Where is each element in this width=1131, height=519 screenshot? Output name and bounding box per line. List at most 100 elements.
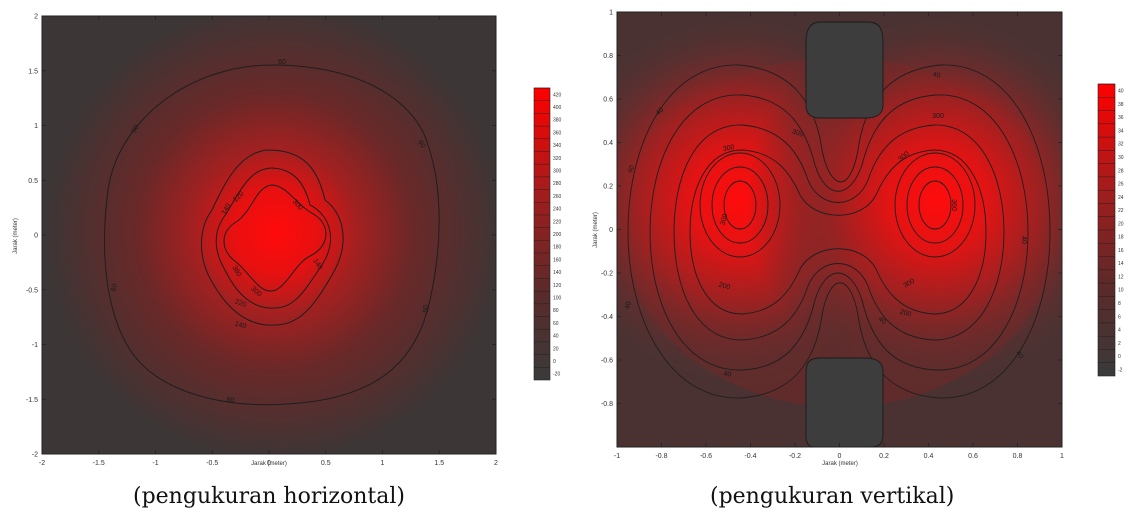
colorbar-tick-label: 320 (553, 156, 562, 162)
contour-label: 360 (950, 199, 957, 211)
colorbar-tick-label: 18 (1118, 235, 1124, 241)
chart-horizontal: -2 -1.5 -1 -0.5 0 0.5 1 1.5 2 2 1.5 1 0.5 0 -0.5 -1 -1.… (13, 14, 562, 468)
colorbar-tick-label: 16 (1118, 248, 1124, 254)
contour-label: 200 (718, 282, 731, 292)
contour-label: 140 (311, 257, 323, 271)
contour-label: 40 (627, 165, 636, 175)
contour-lines (104, 64, 440, 406)
x-tick-labels: -2 -1.5 -1 -0.5 0 0.5 1 1.5 2 (39, 460, 498, 467)
x-tick-label: -1.5 (93, 460, 105, 467)
colorbar-tick-label: 22 (1118, 208, 1124, 214)
colorbar-tick-label: 6 (1118, 314, 1121, 320)
y-tick-label: 0 (609, 227, 613, 234)
colorbar-tick-label: 0 (1118, 354, 1121, 360)
colorbar-tick-label: 40 (1118, 89, 1124, 95)
y-tick-labels: 2 1.5 1 0.5 0 -0.5 -1 -1.5 -2 (26, 14, 38, 459)
chart-vertical: -1 -0.8 -0.6 -0.4 -0.2 0 0.2 0.4 0.6 0.8 1 1 0.8 0.6… (593, 10, 1124, 468)
x-tick-label: 0 (838, 453, 842, 460)
y-tick-label: -0.2 (601, 271, 613, 278)
x-tick-label: 1 (1060, 453, 1064, 460)
contour-label: 140 (221, 202, 233, 216)
y-tick-label: -0.8 (601, 401, 613, 408)
x-axis-label: Jarak (meter) (251, 461, 287, 467)
contour-label: 40 (624, 301, 633, 310)
y-tick-label: -0.5 (26, 287, 38, 294)
x-tick-label: -1 (152, 460, 158, 467)
y-tick-label: 1.5 (28, 68, 38, 75)
contour-lines (627, 64, 1051, 399)
contour-label: 40 (1020, 236, 1027, 244)
colorbar (533, 87, 551, 381)
contour-label: 40 (655, 107, 666, 117)
y-tick-label: -1.5 (26, 397, 38, 404)
contour-label: 300 (791, 128, 804, 139)
colorbar-tick-label: 280 (553, 181, 562, 187)
colorbar-tick-label: -20 (553, 372, 560, 378)
y-tick-label: -2 (32, 452, 38, 459)
y-axis-label: Jarak (meter) (593, 212, 599, 248)
x-axis-label: Jarak (meter) (822, 461, 858, 467)
contour-label: 60 (416, 139, 426, 149)
colorbar-tick-label: 8 (1118, 301, 1121, 307)
colorbar-tick-label: 26 (1118, 182, 1124, 188)
low-region-top (805, 21, 884, 119)
x-tick-label: 1.5 (434, 460, 444, 467)
y-tick-label: 0 (34, 233, 38, 240)
colorbar-tick-label: 20 (553, 346, 559, 352)
y-tick-label: -0.6 (601, 358, 613, 365)
x-tick-label: 1 (381, 460, 385, 467)
contour-label: 60 (226, 396, 235, 404)
contour-label: 60 (423, 305, 431, 313)
x-tick-label: 0.2 (879, 453, 889, 460)
x-tick-label: 0.8 (1013, 453, 1023, 460)
contour-label: 60 (110, 283, 118, 292)
x-tick-label: -1 (614, 453, 620, 460)
contour-label: 60 (278, 59, 286, 66)
colorbar-tick-label: 38 (1118, 102, 1124, 108)
colorbar-tick-label: 260 (553, 194, 562, 200)
y-tick-label: 0.2 (603, 184, 613, 191)
contour-label: 40 (932, 71, 941, 80)
contour-label: 220 (234, 298, 247, 309)
y-tick-label: 1 (34, 123, 38, 130)
x-tick-label: -2 (39, 460, 45, 467)
y-tick-label: 2 (34, 14, 38, 21)
colorbar-tick-label: 32 (1118, 142, 1124, 148)
y-tick-label: 0.4 (603, 140, 613, 147)
y-tick-labels: 1 0.8 0.6 0.4 0.2 0 -0.2 -0.4 -0.6 -0.8 (601, 10, 613, 409)
x-tick-label: 2 (494, 460, 498, 467)
colorbar-tick-label: 10 (1118, 288, 1124, 294)
x-tick-label: 0.4 (924, 453, 934, 460)
colorbar-tick-label: 300 (553, 169, 562, 175)
tick-marks (41, 15, 497, 455)
colorbar-tick-label: 12 (1118, 274, 1124, 280)
low-region-bottom (805, 357, 884, 448)
colorbar-tick-label: 120 (553, 283, 562, 289)
x-tick-label: -0.6 (700, 453, 712, 460)
colorbar-tick-label: 14 (1118, 261, 1124, 267)
colorbar-tick-label: 36 (1118, 115, 1124, 121)
x-tick-label: -0.4 (744, 453, 756, 460)
colorbar-tick-label: 340 (553, 143, 562, 149)
contour-label: 300 (720, 213, 730, 226)
y-tick-label: 0.6 (603, 97, 613, 104)
colorbar-tick-label: 140 (553, 270, 562, 276)
colorbar-tick-label: 400 (553, 105, 562, 111)
x-tick-label: 0 (267, 460, 271, 467)
colorbar-tick-label: 100 (553, 295, 562, 301)
colorbar-tick-label: 2 (1118, 341, 1121, 347)
colorbar-tick-label: 4 (1118, 328, 1121, 334)
colorbar-tick-label: 0 (553, 359, 556, 365)
colorbar-tick-label: 34 (1118, 128, 1124, 134)
contour-label: 300 (722, 144, 735, 153)
y-axis-label: Jarak (meter) (13, 218, 19, 254)
contour-label: 40 (723, 370, 732, 378)
y-tick-label: 0.5 (28, 178, 38, 185)
x-tick-label: -0.8 (655, 453, 667, 460)
colorbar-tick-label: -2 (1118, 367, 1123, 373)
colorbar-tick-label: 200 (553, 232, 562, 238)
contour-label: 60 (131, 124, 141, 134)
x-tick-label: 0.5 (321, 460, 331, 467)
